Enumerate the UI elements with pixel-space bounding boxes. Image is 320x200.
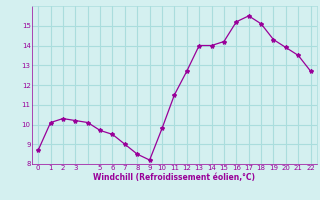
X-axis label: Windchill (Refroidissement éolien,°C): Windchill (Refroidissement éolien,°C) — [93, 173, 255, 182]
